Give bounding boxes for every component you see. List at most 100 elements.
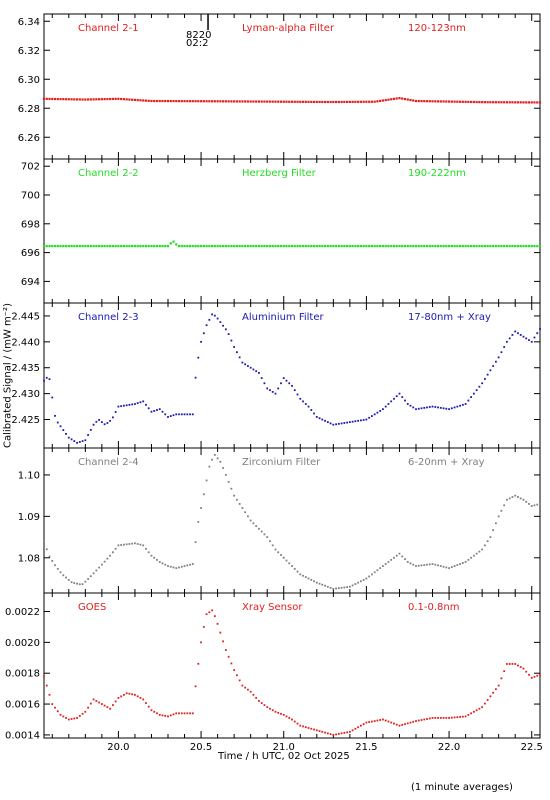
- data-point: [436, 100, 440, 103]
- data-point: [271, 544, 274, 547]
- data-point: [136, 98, 139, 102]
- data-point: [536, 245, 539, 248]
- data-point: [533, 336, 536, 339]
- data-point: [100, 98, 103, 101]
- data-point: [188, 245, 192, 248]
- data-point: [516, 245, 520, 248]
- data-point: [313, 580, 315, 583]
- data-point: [412, 406, 415, 409]
- data-point: [200, 641, 202, 644]
- data-point: [178, 712, 180, 715]
- data-point: [92, 423, 95, 426]
- data-point: [59, 571, 62, 574]
- band-label: 190-222nm: [408, 168, 466, 179]
- data-point: [481, 245, 484, 248]
- data-point: [194, 376, 197, 379]
- data-point: [144, 245, 148, 248]
- data-point: [205, 100, 208, 103]
- data-point: [189, 563, 191, 566]
- data-point: [266, 387, 269, 390]
- data-point: [111, 416, 114, 419]
- data-point: [503, 670, 506, 673]
- y-tick-label: 6.28: [18, 104, 40, 115]
- data-point: [213, 314, 216, 317]
- data-point: [343, 245, 346, 248]
- data-point: [227, 480, 230, 483]
- data-point: [351, 584, 354, 587]
- data-point: [450, 566, 453, 569]
- data-point: [172, 566, 175, 569]
- data-point: [219, 460, 222, 463]
- data-point: [362, 723, 365, 726]
- data-point: [497, 684, 500, 687]
- data-point: [128, 245, 131, 248]
- data-point: [365, 100, 368, 103]
- data-point: [166, 245, 170, 248]
- data-point: [122, 98, 126, 101]
- data-point: [233, 346, 236, 348]
- data-point: [222, 640, 225, 643]
- data-point: [249, 100, 252, 103]
- data-point: [235, 674, 238, 677]
- data-point: [81, 440, 84, 442]
- data-point: [359, 580, 362, 583]
- data-point: [536, 332, 539, 335]
- data-point: [456, 245, 459, 248]
- data-point: [64, 245, 68, 248]
- data-point: [401, 555, 404, 558]
- data-point: [266, 536, 269, 538]
- data-point: [497, 101, 500, 104]
- data-point: [277, 387, 280, 390]
- data-point: [282, 713, 285, 716]
- data-point: [533, 675, 536, 678]
- data-point: [95, 98, 98, 101]
- data-point: [406, 403, 409, 405]
- data-point: [326, 585, 329, 588]
- data-point: [373, 245, 376, 248]
- data-point: [423, 406, 426, 409]
- data-point: [249, 690, 252, 693]
- data-point: [103, 245, 106, 248]
- data-point: [271, 100, 274, 103]
- filter-name: Lyman-alpha Filter: [242, 23, 335, 34]
- data-point: [86, 98, 90, 101]
- band-label: 0.1-0.8nm: [408, 602, 460, 613]
- data-point: [464, 561, 467, 563]
- panel-frame: [43, 592, 541, 739]
- data-point: [445, 566, 448, 569]
- data-point: [145, 702, 147, 704]
- data-point: [442, 407, 445, 410]
- data-point: [519, 101, 522, 104]
- data-point: [508, 337, 511, 340]
- data-point: [340, 586, 343, 589]
- data-point: [131, 403, 134, 406]
- data-point: [381, 245, 385, 248]
- data-point: [180, 712, 183, 715]
- data-point: [527, 101, 531, 104]
- data-point: [334, 100, 338, 104]
- data-point: [109, 554, 112, 557]
- band-label: 6-20nm + Xray: [408, 457, 485, 468]
- data-point: [166, 99, 170, 103]
- data-point: [241, 684, 244, 687]
- data-point: [503, 346, 506, 348]
- data-point: [235, 245, 238, 248]
- data-point: [95, 420, 98, 423]
- data-point: [368, 245, 371, 248]
- data-point: [335, 587, 337, 590]
- data-point: [43, 379, 45, 382]
- data-point: [288, 717, 291, 719]
- data-point: [252, 368, 255, 371]
- y-axis-label: Calibrated Signal / (mW m⁻²): [2, 303, 14, 448]
- data-point: [382, 718, 384, 721]
- data-point: [354, 727, 357, 730]
- data-point: [84, 710, 87, 713]
- data-point: [109, 707, 112, 710]
- data-point: [522, 245, 525, 248]
- data-point: [89, 98, 92, 101]
- data-point: [48, 245, 51, 248]
- data-point: [260, 100, 263, 103]
- data-point: [318, 730, 321, 732]
- data-point: [125, 543, 128, 546]
- data-point: [230, 487, 233, 490]
